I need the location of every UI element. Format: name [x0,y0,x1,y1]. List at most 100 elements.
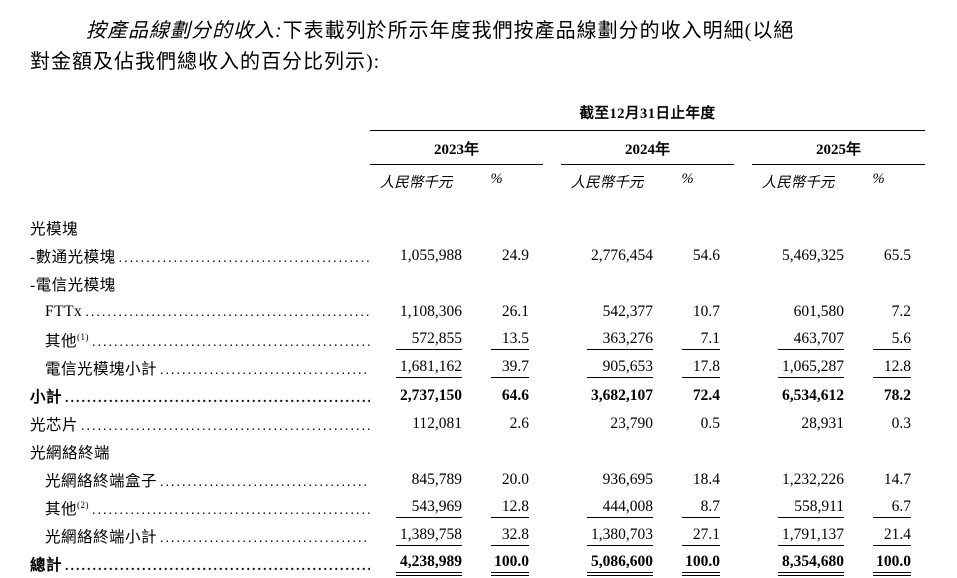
amount-cell: 572,855 [370,330,462,350]
amount-unit-header: 人民幣千元 [570,175,644,191]
amount-cell: 1,232,226 [752,471,844,490]
percent-value: 26.1 [501,302,529,320]
intro-paragraph: 按產品線劃分的收入:下表載列於所示年度我們按產品線劃分的收入明細(以絕 對金額及佔… [30,16,927,78]
percent-value: 65.5 [883,246,911,264]
percent-cell: 100.0 [844,553,925,576]
percent-value: 6.7 [873,498,911,518]
percent-value: 13.5 [491,330,529,350]
amount-value: 1,055,988 [400,246,462,264]
dot-leader [81,417,370,435]
year-header: 2025年 [752,138,925,165]
amount-value: 5,469,325 [782,246,844,264]
row-label-cell: 光模塊 [30,217,370,239]
column-gap [543,138,561,165]
table-row: 其他(1) 572,855 13.5 363,276 7.1 463,707 5.6 [30,326,927,354]
amount-value: 5,086,600 [587,553,653,576]
row-label: 光網絡終端小計 [45,529,158,546]
dot-leader [160,473,370,491]
percent-value: 32.8 [491,526,529,546]
percent-cell: 100.0 [653,553,734,576]
amount-value: 6,534,612 [782,386,844,404]
percent-value: 18.4 [692,470,720,488]
section-row: 光網絡終端 [30,438,927,466]
percent-value: 12.8 [491,498,529,518]
percent-value: 12.8 [873,358,911,378]
dot-leader [92,501,370,519]
amount-value: 1,681,162 [396,358,462,378]
amount-value: 4,238,989 [396,553,462,576]
row-label-cell: 其他(1) [30,329,370,351]
amount-cell: 6,534,612 [752,387,844,406]
percent-cell: 24.9 [462,247,543,266]
percent-value: 64.6 [501,386,529,404]
amount-value: 112,081 [412,414,462,432]
row-label-cell: 總計 [30,553,370,575]
percent-cell: 21.4 [844,526,925,546]
amount-value: 542,377 [602,302,653,320]
amount-cell: 2,737,150 [370,387,462,406]
table-row: 光芯片 112,081 2.6 23,790 0.5 28,931 0.3 [30,410,927,438]
percent-header: % [681,171,694,187]
percent-cell: 12.8 [844,358,925,378]
table-body: 光模塊 -數通光模塊 1,055,988 24.9 2,776,454 54.6 5,469… [30,214,927,578]
amount-value: 28,931 [801,414,844,432]
table-row: -數通光模塊 1,055,988 24.9 2,776,454 54.6 5,469,32… [30,242,927,270]
percent-value: 14.7 [883,470,911,488]
amount-cell: 5,086,600 [561,553,653,576]
amount-value: 8,354,680 [778,553,844,576]
amount-value: 1,232,226 [782,470,844,488]
row-label: 光芯片 [30,417,79,434]
row-label: FTTx [45,303,83,320]
amount-value: 2,737,150 [400,386,462,404]
section-row: 光模塊 [30,214,927,242]
percent-header: % [872,171,885,187]
percent-cell: 0.3 [844,415,925,434]
percent-value: 72.4 [692,386,720,404]
percent-cell: 14.7 [844,471,925,490]
percent-cell: 39.7 [462,358,543,378]
dot-leader [85,303,370,321]
amount-cell: 28,931 [752,415,844,434]
dot-leader [92,333,370,351]
percent-cell: 7.2 [844,303,925,322]
amount-value: 1,380,703 [587,526,653,546]
row-label-cell: -數通光模塊 [30,245,370,267]
revenue-by-product-line-table: 截至12月31日止年度 2023年 2024年 2025年 人民幣千元% 人民幣千元%… [30,102,927,578]
intro-line2-text: 對金額及佔我們總收入的百分比列示): [30,51,381,73]
intro-line1-text: 下表載列於所示年度我們按產品線劃分的收入明細(以絕 [282,20,795,42]
percent-cell: 72.4 [653,387,734,406]
percent-value: 17.8 [682,358,720,378]
dot-leader [119,249,370,267]
row-label: 其他(2) [45,499,90,518]
percent-value: 21.4 [873,526,911,546]
amount-value: 23,790 [610,414,653,432]
row-label: 電信光模塊小計 [45,361,158,378]
percent-value: 54.6 [692,246,720,264]
percent-cell: 0.5 [653,415,734,434]
row-label-cell: 其他(2) [30,497,370,519]
percent-value: 20.0 [501,470,529,488]
percent-cell: 13.5 [462,330,543,350]
row-label: 光模塊 [30,221,79,238]
amount-cell: 1,055,988 [370,247,462,266]
amount-cell: 3,682,107 [561,387,653,406]
row-label: 其他(1) [45,331,90,350]
column-gap [734,138,752,165]
row-label-cell: 光網絡終端 [30,441,370,463]
amount-cell: 2,776,454 [561,247,653,266]
percent-value: 8.7 [682,498,720,518]
amount-cell: 4,238,989 [370,553,462,576]
dot-leader [65,557,370,575]
row-label: 光網絡終端 [30,445,111,462]
table-row: 其他(2) 543,969 12.8 444,008 8.7 558,911 6.7 [30,494,927,522]
amount-cell: 8,354,680 [752,553,844,576]
amount-value: 1,065,287 [778,358,844,378]
percent-value: 7.1 [682,330,720,350]
amount-value: 1,389,758 [396,526,462,546]
amount-value: 601,580 [793,302,844,320]
amount-cell: 1,380,703 [561,526,653,546]
amount-value: 3,682,107 [591,386,653,404]
percent-cell: 18.4 [653,471,734,490]
amount-cell: 463,707 [752,330,844,350]
